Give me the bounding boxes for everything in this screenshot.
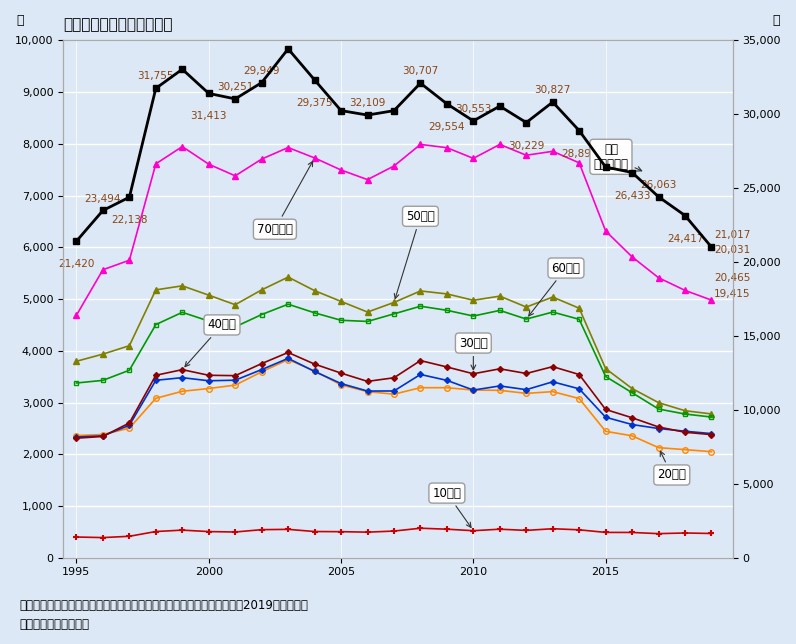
Text: 総数
（右目盛）: 総数 （右目盛）: [594, 143, 642, 171]
Text: 20歳代: 20歳代: [657, 451, 686, 482]
Text: 22,138: 22,138: [111, 215, 147, 225]
Text: 20,465: 20,465: [714, 273, 751, 283]
Text: 21,420: 21,420: [58, 259, 95, 269]
Text: 23,494: 23,494: [84, 194, 121, 204]
Text: 40歳代: 40歳代: [185, 318, 236, 366]
Text: 31,755: 31,755: [138, 71, 174, 81]
Text: 28,896: 28,896: [561, 149, 598, 158]
Text: 31,413: 31,413: [190, 111, 227, 122]
Text: 30歳代: 30歳代: [459, 337, 488, 370]
Text: 30,251: 30,251: [217, 82, 253, 92]
Text: 30,827: 30,827: [535, 85, 571, 95]
Text: 30,553: 30,553: [455, 104, 492, 114]
Text: 年齢別自殺者数の年次推移: 年齢別自殺者数の年次推移: [63, 17, 173, 32]
Text: 30,229: 30,229: [508, 140, 544, 151]
Text: 29,554: 29,554: [428, 122, 465, 132]
Text: 60歳代: 60歳代: [529, 261, 580, 316]
Text: 19,415: 19,415: [714, 289, 751, 299]
Text: 24,417: 24,417: [667, 234, 704, 243]
Text: 人: 人: [772, 14, 780, 28]
Text: 20,031: 20,031: [714, 245, 751, 255]
Text: 21,017: 21,017: [714, 230, 751, 240]
Text: 26,433: 26,433: [614, 191, 650, 200]
Text: 70歳以上: 70歳以上: [257, 162, 313, 236]
Text: 50歳代: 50歳代: [394, 210, 435, 299]
Text: 30,707: 30,707: [402, 66, 439, 76]
Text: 29,949: 29,949: [244, 66, 280, 76]
Text: 10歳代: 10歳代: [432, 487, 471, 527]
Text: 人: 人: [16, 14, 23, 28]
Text: 29,375: 29,375: [296, 98, 333, 108]
Text: （注）年齢不詳があるため年齢別の合計が必ずしも総数に一致しない。2019年は概数。: （注）年齢不詳があるため年齢別の合計が必ずしも総数に一致しない。2019年は概数…: [20, 598, 309, 612]
Text: （資料）人口動態統計: （資料）人口動態統計: [20, 618, 90, 631]
Text: 26,063: 26,063: [640, 180, 677, 190]
Text: 32,109: 32,109: [349, 98, 386, 108]
